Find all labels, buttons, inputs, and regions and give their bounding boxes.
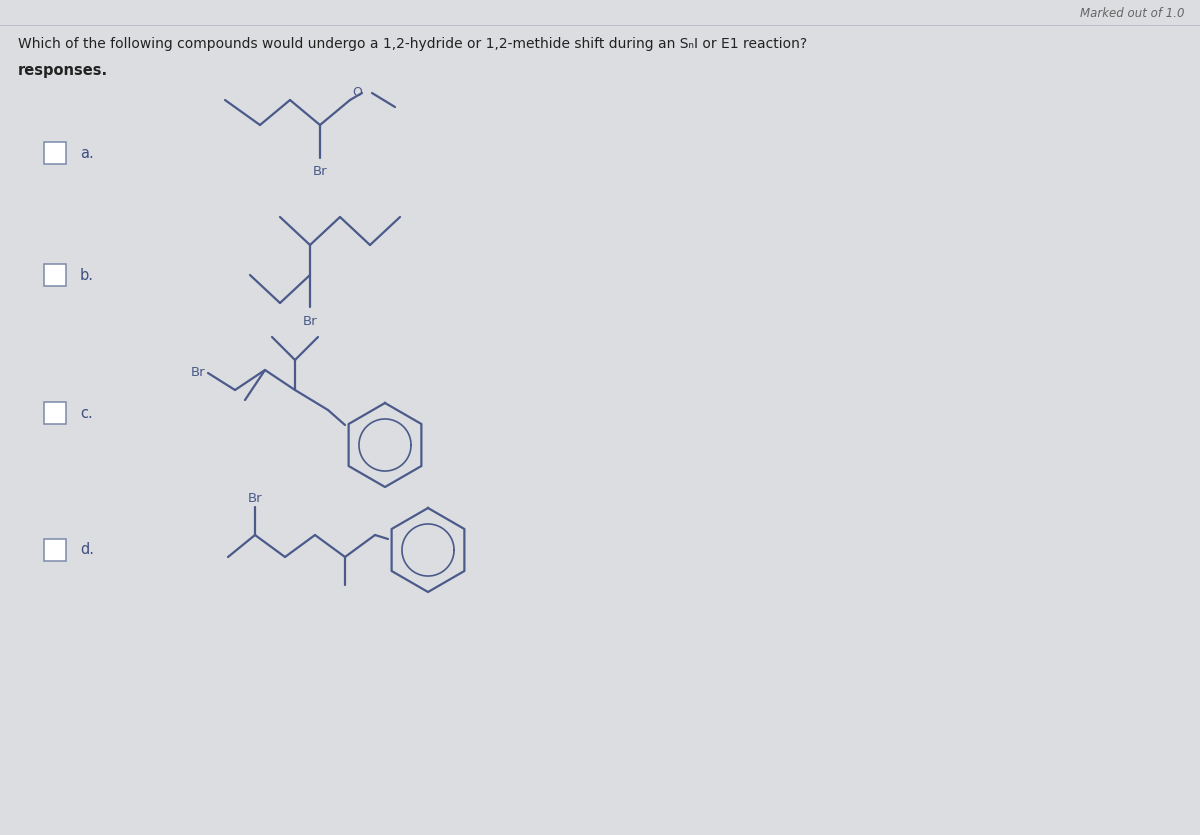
Text: Marked out of 1.0: Marked out of 1.0 xyxy=(1080,7,1186,20)
FancyBboxPatch shape xyxy=(44,264,66,286)
Text: a.: a. xyxy=(80,145,94,160)
Text: Br: Br xyxy=(191,367,205,379)
FancyBboxPatch shape xyxy=(44,402,66,424)
Text: Br: Br xyxy=(247,492,263,505)
Text: responses.: responses. xyxy=(18,63,108,78)
Text: b.: b. xyxy=(80,267,94,282)
Text: Br: Br xyxy=(313,165,328,178)
Text: d.: d. xyxy=(80,543,94,558)
FancyBboxPatch shape xyxy=(44,539,66,561)
FancyBboxPatch shape xyxy=(44,142,66,164)
Text: Br: Br xyxy=(302,315,317,328)
Text: c.: c. xyxy=(80,406,92,421)
Text: Which of the following compounds would undergo a 1,2-hydride or 1,2-methide shif: Which of the following compounds would u… xyxy=(18,37,808,51)
Text: O: O xyxy=(352,85,362,99)
